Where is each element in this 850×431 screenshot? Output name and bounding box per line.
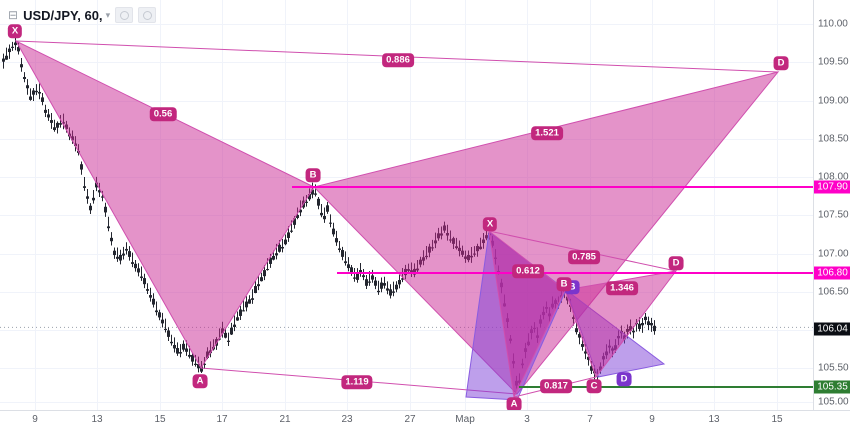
pattern-point-label-c[interactable]: C xyxy=(586,379,602,393)
chart-overlay: X A B D 0.56 0.886 1.521 1.119 B D X A B C D 0.612 0.785… xyxy=(7,24,789,411)
pattern-ratio-label-0.817[interactable]: 0.817 xyxy=(540,379,572,393)
price-axis-tick: 108.00 xyxy=(818,171,849,183)
symbol-title[interactable]: USD/JPY, 60, xyxy=(23,7,103,23)
legend-toggle-icon[interactable] xyxy=(138,7,157,23)
time-axis-tick: Мар xyxy=(455,414,475,425)
legend: ⊟ USD/JPY, 60, ▾ xyxy=(8,7,157,23)
pattern-ratio-label-0.56[interactable]: 0.56 xyxy=(149,107,177,121)
pattern-ratio-label-0.612[interactable]: 0.612 xyxy=(512,264,544,278)
time-axis-tick: 13 xyxy=(91,414,103,425)
pattern-point-label-x[interactable]: X xyxy=(482,217,498,231)
price-axis-tick: 106.50 xyxy=(818,286,849,298)
price-axis-tick: 105.50 xyxy=(818,362,849,374)
price-axis-tick: 108.50 xyxy=(818,133,849,145)
circle-icon xyxy=(119,10,129,20)
pattern-point-label-b[interactable]: B xyxy=(305,168,321,182)
legend-toggle-icon[interactable] xyxy=(115,7,134,23)
price-axis-tick: 107.00 xyxy=(818,248,849,260)
circle-icon xyxy=(142,10,152,20)
price-axis[interactable]: 110.00 109.50 109.00 108.50 108.00 107.50 107.… xyxy=(813,0,850,410)
pattern-point-label-x[interactable]: X xyxy=(7,24,23,38)
chevron-down-icon[interactable]: ▾ xyxy=(105,9,111,20)
price-tag-106.04: 106.04 xyxy=(814,322,850,336)
xabcd-small-magenta-fill[interactable] xyxy=(564,270,678,379)
chart-canvas[interactable] xyxy=(0,0,813,410)
time-axis-tick: 15 xyxy=(771,414,783,425)
time-axis-tick: 21 xyxy=(279,414,291,425)
time-axis-tick: 23 xyxy=(341,414,353,425)
time-axis-tick: 9 xyxy=(649,414,655,425)
pattern-ratio-label-0.785[interactable]: 0.785 xyxy=(568,250,600,264)
pattern-point-label-b[interactable]: B xyxy=(556,277,572,291)
time-axis[interactable]: 9 13 15 17 21 23 27 Мар 3 7 9 13 15 xyxy=(0,410,850,431)
price-tag-106.80: 106.80 xyxy=(814,266,850,280)
price-axis-tick: 109.50 xyxy=(818,56,849,68)
pattern-ratio-label-0.886[interactable]: 0.886 xyxy=(382,53,414,67)
price-tag-105.35: 105.35 xyxy=(814,380,850,394)
price-axis-tick: 105.00 xyxy=(818,396,849,408)
time-axis-tick: 17 xyxy=(216,414,228,425)
price-tag-107.90: 107.90 xyxy=(814,180,850,194)
pattern-point-label-d[interactable]: D xyxy=(668,256,684,270)
time-axis-tick: 15 xyxy=(154,414,166,425)
price-axis-tick: 107.50 xyxy=(818,209,849,221)
time-axis-tick: 9 xyxy=(32,414,38,425)
xabcd-large-magenta-fill[interactable] xyxy=(313,71,780,395)
price-axis-tick: 110.00 xyxy=(818,18,848,30)
price-axis-tick: 109.00 xyxy=(818,95,849,107)
pattern-point-label-d[interactable]: D xyxy=(773,56,789,70)
time-axis-tick: 7 xyxy=(587,414,593,425)
pattern-ratio-label-1.119[interactable]: 1.119 xyxy=(341,375,373,389)
collapse-legend-icon[interactable]: ⊟ xyxy=(8,8,19,22)
pattern-ratio-label-1.521[interactable]: 1.521 xyxy=(531,126,563,140)
time-axis-tick: 3 xyxy=(524,414,530,425)
pattern-point-label-a[interactable]: A xyxy=(506,397,522,411)
time-axis-tick: 27 xyxy=(404,414,416,425)
pattern-point-label-d[interactable]: D xyxy=(616,372,632,386)
pattern-point-label-a[interactable]: A xyxy=(192,374,208,388)
time-axis-tick: 13 xyxy=(708,414,720,425)
pattern-ratio-label-1.346[interactable]: 1.346 xyxy=(606,281,638,295)
